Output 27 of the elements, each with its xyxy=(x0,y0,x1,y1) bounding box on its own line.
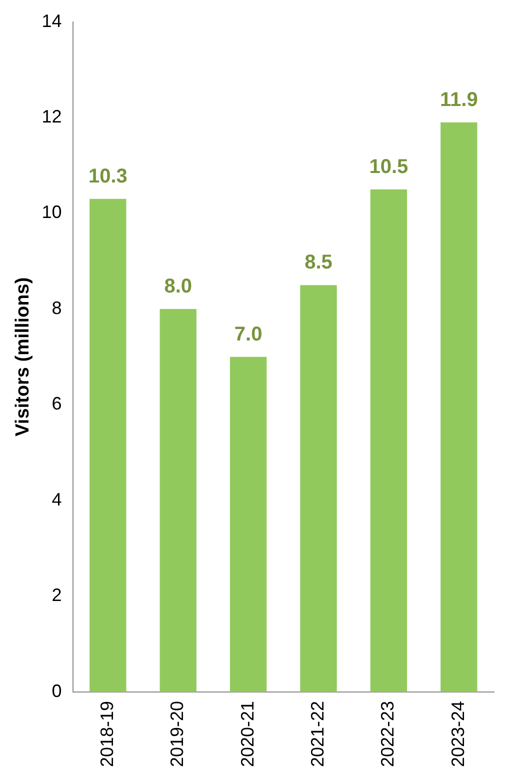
y-tick-label: 2 xyxy=(52,585,62,606)
bar xyxy=(90,198,126,692)
data-label: 10.5 xyxy=(369,156,408,178)
y-tick-label: 0 xyxy=(52,680,62,701)
y-axis-title: Visitors (millions) xyxy=(12,277,34,436)
bar xyxy=(160,309,196,692)
x-tick-label: 2020-21 xyxy=(237,700,258,768)
y-tick-label: 14 xyxy=(42,10,62,31)
y-tick-label: 6 xyxy=(52,394,62,414)
y-tick-label: 8 xyxy=(52,298,62,318)
bar xyxy=(300,285,337,692)
x-tick-label: 2019-20 xyxy=(167,700,188,768)
bar xyxy=(230,356,267,692)
bar xyxy=(370,189,408,692)
x-tick-label: 2021-22 xyxy=(307,700,328,768)
bar xyxy=(440,122,478,692)
x-tick-label: 2022-23 xyxy=(378,700,398,768)
x-tick-label: 2018-19 xyxy=(96,700,117,768)
data-label: 8.5 xyxy=(304,252,332,274)
data-label: 7.0 xyxy=(234,323,262,346)
data-label: 8.0 xyxy=(164,276,192,298)
data-label: 10.3 xyxy=(88,165,128,188)
data-label: 11.9 xyxy=(440,88,478,111)
y-tick-label: 10 xyxy=(42,202,62,222)
y-tick-label: 12 xyxy=(42,106,62,127)
y-tick-label: 4 xyxy=(52,489,62,510)
x-tick-label: 2023-24 xyxy=(448,700,468,768)
